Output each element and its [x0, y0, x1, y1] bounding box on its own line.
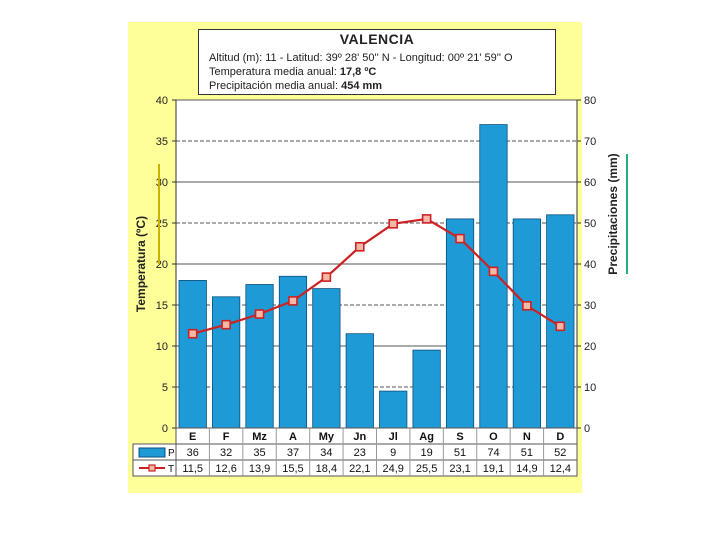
- category-label: Jl: [389, 431, 398, 443]
- left-tick-label: 40: [156, 95, 168, 107]
- temperature-value-label: 23,1: [449, 463, 470, 475]
- annual-temperature-value: 17,8 ºC: [339, 66, 377, 78]
- temperature-marker: [254, 309, 265, 319]
- right-tick-label: 70: [584, 136, 596, 148]
- left-tick-label: 10: [156, 341, 168, 353]
- annual-precipitation-label: Precipitación media anual:: [209, 80, 339, 92]
- left-tick-label: 20: [156, 259, 168, 271]
- temperature-marker: [522, 301, 532, 311]
- category-label: Jn: [353, 431, 366, 443]
- precipitation-bar: [245, 284, 274, 429]
- temperature-value-label: 24,9: [382, 463, 403, 475]
- temperature-value-label: 12,4: [550, 463, 571, 475]
- annual-precipitation-value: 454 mm: [341, 80, 383, 92]
- temperature-value-label: 15,5: [282, 463, 303, 475]
- temperature-marker: [555, 321, 566, 332]
- temperature-marker: [421, 214, 432, 224]
- category-label: My: [319, 431, 335, 443]
- category-label: F: [223, 431, 230, 443]
- annual-temperature-label: Temperatura media anual:: [209, 66, 337, 78]
- temperature-line: [192, 217, 561, 335]
- left-axis-title: Temperatura (ºC): [134, 216, 148, 312]
- category-label: N: [523, 431, 531, 443]
- right-tick-label: 80: [584, 95, 596, 107]
- precipitation-bar: [512, 218, 541, 429]
- left-tick-label: 0: [162, 423, 168, 435]
- temperature-value-label: 11,5: [182, 463, 203, 475]
- temperature-legend-marker: [148, 464, 156, 472]
- right-tick-label: 0: [584, 423, 590, 435]
- temperature-value-label: 25,5: [416, 463, 437, 475]
- temperature-value-label: 22,1: [349, 463, 370, 475]
- category-label: Mz: [252, 431, 267, 443]
- category-label: O: [489, 431, 498, 443]
- precipitation-value-label: 51: [521, 447, 533, 459]
- precipitation-value-label: 19: [421, 447, 433, 459]
- precipitation-value-label: 36: [187, 447, 199, 459]
- right-tick-label: 50: [584, 218, 596, 230]
- precipitation-bar: [445, 218, 475, 429]
- temperature-value-label: 18,4: [316, 463, 337, 475]
- right-tick-label: 20: [584, 341, 596, 353]
- station-info-box: VALENCIA Altitud (m): 11 - Latitud: 39º …: [198, 29, 556, 95]
- category-label: A: [289, 431, 297, 443]
- temperature-value-label: 12,6: [215, 463, 236, 475]
- precipitation-bar: [379, 390, 408, 429]
- left-tick-label: 5: [162, 382, 168, 394]
- temperature-marker: [321, 272, 332, 282]
- right-tick-label: 40: [584, 259, 596, 271]
- category-label: Ag: [419, 431, 434, 443]
- left-tick-label: 35: [156, 136, 168, 148]
- precipitation-bar: [479, 124, 508, 429]
- precipitation-value-label: 32: [220, 447, 232, 459]
- category-label: E: [189, 431, 196, 443]
- left-tick-label: 15: [156, 300, 168, 312]
- precipitation-value-label: 52: [554, 447, 566, 459]
- right-tick-label: 10: [584, 382, 596, 394]
- precipitation-value-label: 51: [454, 447, 466, 459]
- precipitation-value-label: 9: [390, 447, 396, 459]
- precipitation-value-label: 74: [487, 447, 499, 459]
- temperature-value-label: 13,9: [249, 463, 270, 475]
- annual-precipitation-line: Precipitación media anual: 454 mm: [209, 80, 382, 92]
- precipitation-bar: [412, 349, 441, 429]
- precipitation-legend-swatch: [138, 447, 166, 458]
- right-axis-title: Precipitaciones (mm): [606, 153, 620, 274]
- location-line: Altitud (m): 11 - Latitud: 39º 28' 50'' …: [209, 52, 513, 64]
- precipitation-value-label: 23: [354, 447, 366, 459]
- temperature-value-label: 19,1: [483, 463, 504, 475]
- temperature-marker: [187, 328, 198, 339]
- annual-temperature-line: Temperatura media anual: 17,8 ºC: [209, 66, 376, 78]
- category-label: D: [556, 431, 564, 443]
- temperature-marker: [221, 319, 231, 330]
- temperature-marker: [354, 241, 365, 252]
- precipitation-bar: [312, 288, 341, 429]
- temperature-value-label: 14,9: [516, 463, 537, 475]
- temperature-marker: [288, 296, 298, 306]
- precipitation-value-label: 35: [253, 447, 265, 459]
- temperature-marker: [388, 219, 399, 229]
- station-title: VALENCIA: [339, 31, 415, 47]
- left-tick-label: 30: [156, 177, 168, 189]
- left-tick-label: 25: [156, 218, 168, 230]
- category-label: S: [456, 431, 463, 443]
- precipitation-legend-label: P: [168, 448, 175, 459]
- temperature-marker: [488, 266, 499, 277]
- precipitation-bar: [178, 279, 207, 429]
- precipitation-value-label: 37: [287, 447, 299, 459]
- right-tick-label: 60: [584, 177, 596, 189]
- precipitation-bar: [212, 296, 241, 429]
- precipitation-value-label: 34: [320, 447, 332, 459]
- temperature-marker: [455, 233, 465, 244]
- precipitation-bar: [345, 333, 374, 429]
- temperature-legend-label: T: [168, 464, 174, 475]
- right-tick-label: 30: [584, 300, 596, 312]
